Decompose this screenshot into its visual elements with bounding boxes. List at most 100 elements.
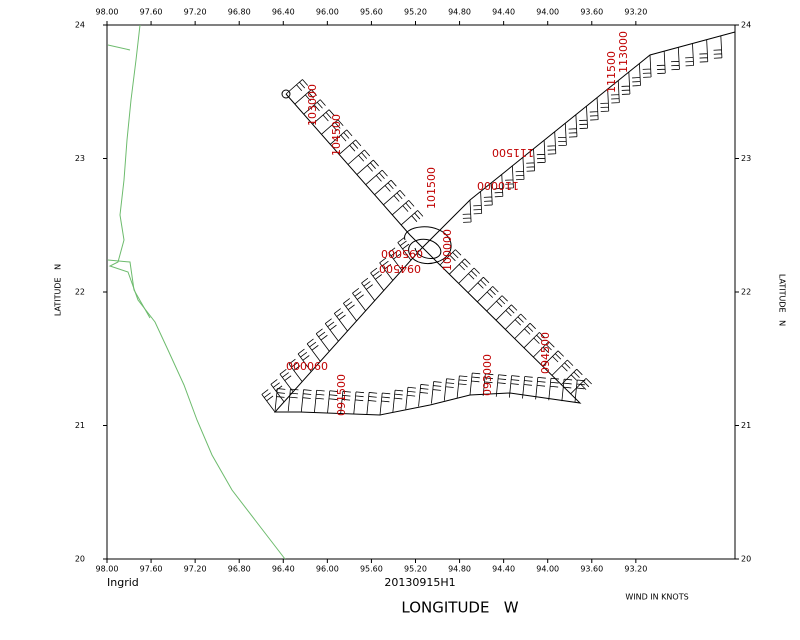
time-label: 091500 bbox=[335, 374, 348, 416]
coastline bbox=[107, 44, 151, 319]
wind-barb bbox=[469, 372, 481, 396]
wind-barb bbox=[589, 97, 599, 121]
wind-barb bbox=[505, 165, 514, 189]
y-tick-label: 20 bbox=[741, 555, 751, 564]
wind-barb bbox=[483, 182, 493, 206]
wind-barb bbox=[287, 388, 299, 412]
wind-barb bbox=[600, 89, 610, 112]
wind-barb bbox=[347, 149, 371, 165]
y-tick-label: 24 bbox=[75, 21, 85, 30]
time-label: 094500 bbox=[539, 332, 552, 374]
wind-barb bbox=[482, 373, 494, 396]
track-start bbox=[281, 89, 291, 99]
x-tick-label: 94.00 bbox=[536, 565, 559, 574]
wind-barb bbox=[353, 391, 365, 414]
y-tick-label: 20 bbox=[75, 555, 85, 564]
wind-barb bbox=[361, 277, 376, 301]
wind-barb bbox=[270, 379, 285, 403]
wind-barb bbox=[494, 174, 504, 198]
x-tick-label: 95.20 bbox=[404, 8, 427, 17]
wind-barb bbox=[456, 375, 468, 398]
wind-barb bbox=[462, 199, 472, 223]
wind-barb bbox=[321, 119, 344, 135]
y-tick-label: 22 bbox=[741, 288, 751, 297]
time-label: 093000 bbox=[481, 354, 494, 396]
y-tick-label: 21 bbox=[75, 421, 85, 430]
x-tick-label: 97.20 bbox=[184, 8, 207, 17]
y-tick-label: 23 bbox=[741, 154, 751, 163]
wind-barb bbox=[383, 189, 406, 206]
wind-barb bbox=[547, 131, 557, 155]
wind-barbs bbox=[261, 35, 723, 416]
time-label: 111500 bbox=[492, 146, 534, 159]
x-tick-label: 96.00 bbox=[316, 565, 339, 574]
wind-barb bbox=[343, 298, 357, 322]
x-tick-label: 98.00 bbox=[96, 8, 119, 17]
time-label: 104500 bbox=[330, 114, 343, 156]
x-tick-label: 94.00 bbox=[536, 8, 559, 17]
wind-barb bbox=[356, 159, 379, 175]
x-tick-label: 96.80 bbox=[228, 565, 251, 574]
wind-barb bbox=[405, 386, 416, 410]
wind-barb bbox=[656, 51, 666, 74]
wind-barb bbox=[542, 350, 564, 367]
y-tick-label: 21 bbox=[741, 421, 751, 430]
wind-barb bbox=[574, 379, 586, 403]
wind-barb bbox=[294, 89, 317, 105]
wind-barb bbox=[458, 267, 480, 284]
wind-barb bbox=[388, 247, 403, 271]
wind-barb bbox=[514, 322, 536, 339]
time-label: 094500 bbox=[379, 262, 421, 275]
wind-barb bbox=[477, 286, 499, 303]
wind-barb bbox=[579, 106, 588, 129]
y-tick-label: 22 bbox=[75, 288, 85, 297]
wind-barb bbox=[495, 304, 518, 321]
x-tick-label: 93.20 bbox=[624, 565, 647, 574]
wind-barb bbox=[685, 43, 694, 67]
wind-barb bbox=[338, 139, 362, 155]
plot-frame bbox=[106, 24, 736, 560]
x-tick-label: 95.60 bbox=[360, 565, 383, 574]
wind-barb bbox=[561, 368, 583, 385]
wind-barb bbox=[536, 140, 546, 164]
wind-barb bbox=[333, 308, 348, 332]
x-tick-label: 96.40 bbox=[272, 8, 295, 17]
mission-id: 20130915H1 bbox=[384, 576, 455, 589]
wind-barb bbox=[557, 123, 567, 147]
time-label: 101500 bbox=[425, 167, 438, 209]
x-tick-label: 98.00 bbox=[96, 565, 119, 574]
wind-barb bbox=[621, 72, 631, 95]
x-tick-label: 95.20 bbox=[404, 565, 427, 574]
wind-barb bbox=[568, 114, 578, 138]
x-tick-label: 93.20 bbox=[624, 8, 647, 17]
x-tick-label: 95.60 bbox=[360, 8, 383, 17]
time-label: 095000 bbox=[381, 247, 423, 260]
wind-barb bbox=[522, 376, 533, 399]
wind-barb bbox=[449, 258, 471, 275]
x-tick-label: 94.80 bbox=[448, 8, 471, 17]
wind-barb bbox=[523, 332, 546, 349]
wind-barb bbox=[288, 358, 303, 382]
wind-barb bbox=[699, 39, 709, 63]
time-label: 113000 bbox=[617, 31, 630, 73]
wind-barb bbox=[327, 390, 338, 413]
y-axis-label: LATITUDE N bbox=[54, 264, 63, 316]
wind-note: WIND IN KNOTS bbox=[625, 593, 688, 602]
wind-barb bbox=[366, 392, 378, 415]
wind-barb bbox=[297, 348, 312, 372]
wind-barb bbox=[495, 374, 507, 397]
wind-barb bbox=[486, 295, 508, 312]
wind-barb bbox=[548, 377, 559, 401]
wind-barb bbox=[340, 390, 351, 414]
wind-barb bbox=[632, 63, 641, 87]
wind-barb bbox=[551, 359, 574, 376]
wind-barb bbox=[314, 389, 325, 413]
x-tick-label: 97.60 bbox=[140, 565, 163, 574]
wind-barb bbox=[303, 99, 326, 115]
wind-barb bbox=[473, 191, 483, 215]
wind-barb bbox=[285, 79, 309, 95]
wind-barb bbox=[515, 157, 525, 181]
wind-barb bbox=[274, 388, 286, 411]
wind-barb bbox=[443, 378, 455, 401]
